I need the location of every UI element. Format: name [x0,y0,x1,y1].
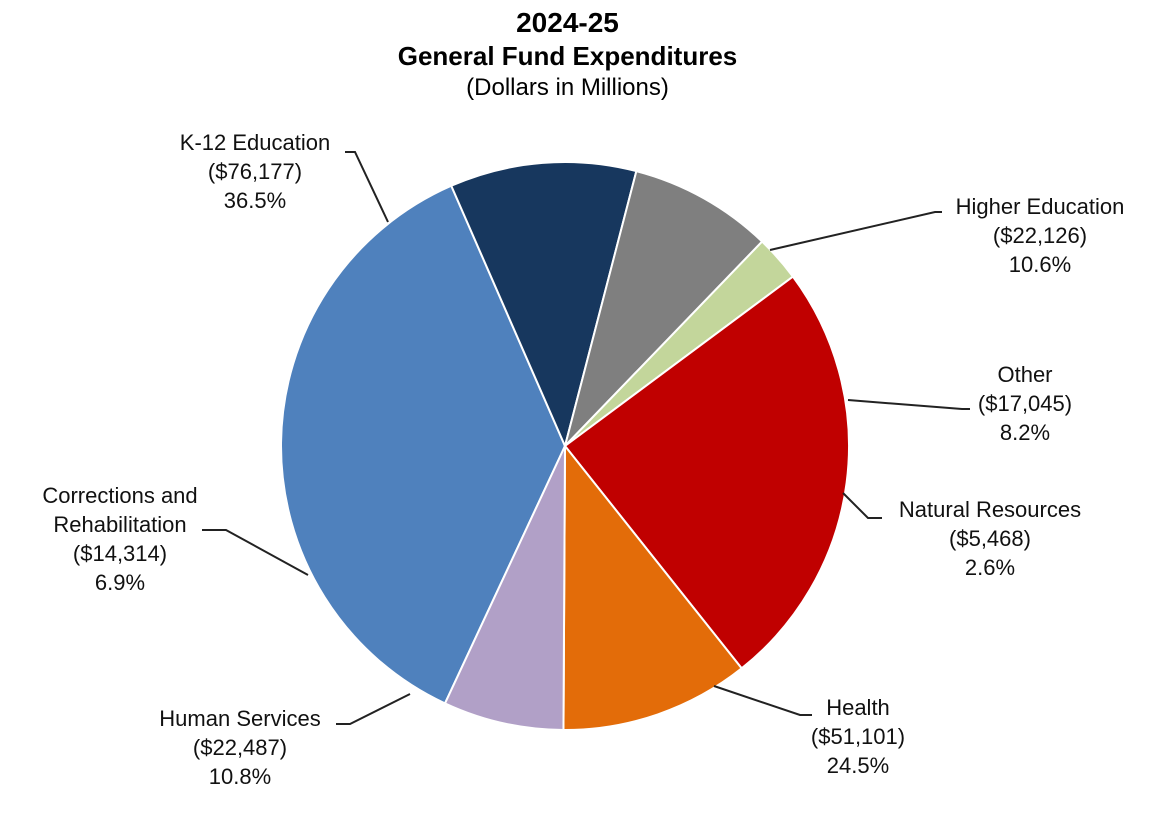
slice-label-line: 10.6% [1009,252,1071,277]
slice-label-line: ($5,468) [949,526,1031,551]
pie-slice-other [563,169,764,450]
chart-unit-note: (Dollars in Millions) [466,74,669,101]
chart-subtitle: General Fund Expenditures [397,41,738,71]
slice-label-line: 10.8% [209,764,271,789]
slice-label-line: ($22,126) [993,223,1087,248]
slice-label-line: ($51,101) [811,724,905,749]
slice-label-higher-education: Higher Education ($22,126) 10.6% [956,194,1125,277]
slice-label-line: Higher Education [956,194,1125,219]
pie-slice-health [563,275,850,670]
slice-label-line: 6.9% [95,570,145,595]
pie-slice-human-services [562,443,744,732]
slice-label-line: Human Services [159,706,320,731]
slice-label-k-12-education: K-12 Education ($76,177) 36.5% [180,130,330,213]
leader-line-human-services [336,693,411,725]
slice-label-line: Natural Resources [899,497,1081,522]
slice-label-human-services: Human Services ($22,487) 10.8% [159,706,320,789]
slice-label-line: 36.5% [224,188,286,213]
pie-slices [280,161,850,732]
leader-line-corrections-and-rehabilitation [202,529,309,576]
leader-line-k-12-education [345,151,389,223]
slice-label-line: K-12 Education [180,130,330,155]
slice-label-other: Other ($17,045) 8.2% [978,362,1072,445]
slice-label-line: Health [826,695,890,720]
slice-label-line: ($17,045) [978,391,1072,416]
leader-line-other [847,399,970,410]
slice-label-line: 8.2% [1000,420,1050,445]
pie-slice-higher-education [449,161,638,450]
leader-line-health [713,685,812,716]
slice-label-line: ($76,177) [208,159,302,184]
slice-label-health: Health ($51,101) 24.5% [811,695,905,778]
leader-line-natural-resources [842,492,882,519]
slice-label-line: ($14,314) [73,541,167,566]
chart-titles: 2024-25 General Fund Expenditures (Dolla… [0,6,1135,104]
leader-line-higher-education [769,211,942,251]
slice-label-line: ($22,487) [193,735,287,760]
slice-labels: K-12 Education ($76,177) 36.5% Higher Educa… [42,130,1124,789]
pie-slice-corrections-and-rehabilitation [443,445,566,732]
slice-label-corrections-and-rehabilitation: Corrections and Rehabilitation ($14,314) 6.… [42,483,197,595]
slice-label-natural-resources: Natural Resources ($5,468) 2.6% [899,497,1081,580]
slice-label-line: Other [997,362,1052,387]
slice-label-line: Rehabilitation [53,512,186,537]
leader-lines [202,151,970,725]
slice-label-line: 2.6% [965,555,1015,580]
pie-slice-k-12-education [280,184,567,705]
slice-label-line: 24.5% [827,753,889,778]
chart-title: 2024-25 [516,7,619,38]
slice-label-line: Corrections and [42,483,197,508]
